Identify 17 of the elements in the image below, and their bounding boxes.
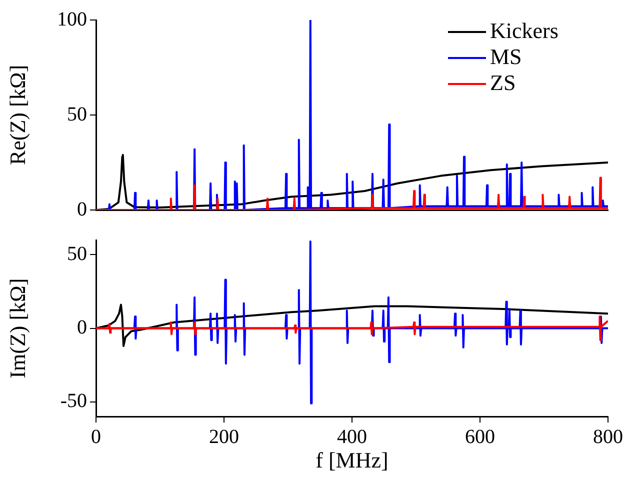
legend-label: MS: [490, 44, 522, 69]
x-tick-label: 400: [337, 426, 367, 448]
legend-label: ZS: [490, 70, 516, 95]
y-tick-label: -50: [60, 390, 87, 412]
y-tick-label: 0: [77, 316, 87, 339]
y-tick-label: 0: [77, 198, 87, 220]
y-tick-label: 50: [67, 242, 87, 265]
x-tick-label: 600: [465, 426, 495, 448]
y-tick-label: 50: [67, 103, 87, 126]
legend-label: Kickers: [490, 18, 558, 43]
x-tick-label: 0: [91, 426, 101, 448]
x-tick-label: 800: [593, 426, 623, 448]
x-tick-label: 200: [209, 426, 239, 448]
y-axis-title: Im(Z) [kΩ]: [4, 278, 30, 378]
y-axis-title: Re(Z) [kΩ]: [4, 64, 30, 166]
y-tick-label: 100: [57, 8, 87, 30]
x-axis-title: f [MHz]: [316, 448, 388, 473]
